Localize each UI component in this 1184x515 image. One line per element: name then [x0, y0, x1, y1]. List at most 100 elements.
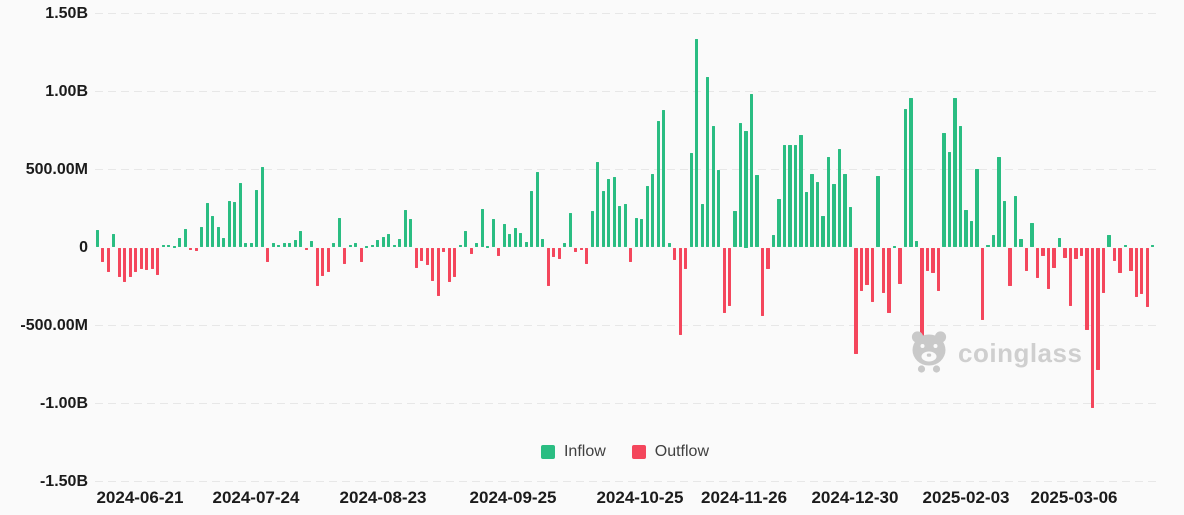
bar-inflow[interactable] [238, 182, 242, 248]
bar-inflow[interactable] [843, 174, 847, 248]
bar-outflow[interactable] [343, 247, 347, 264]
bar-inflow[interactable] [216, 227, 220, 248]
bar-outflow[interactable] [1074, 247, 1078, 259]
bar-inflow[interactable] [651, 174, 655, 248]
bar-inflow[interactable] [662, 110, 666, 248]
bar-outflow[interactable] [321, 247, 325, 276]
bar-outflow[interactable] [128, 247, 132, 278]
bar-inflow[interactable] [590, 210, 594, 248]
bar-inflow[interactable] [519, 233, 523, 248]
bar-outflow[interactable] [1008, 247, 1012, 287]
bar-inflow[interactable] [832, 184, 836, 248]
bar-outflow[interactable] [1024, 247, 1029, 271]
bar-outflow[interactable] [865, 247, 869, 285]
bar-inflow[interactable] [700, 204, 704, 248]
bar-outflow[interactable] [1035, 247, 1040, 278]
bar-inflow[interactable] [535, 171, 539, 248]
bar-inflow[interactable] [293, 240, 297, 248]
bar-inflow[interactable] [903, 108, 908, 248]
bar-outflow[interactable] [1096, 247, 1100, 371]
bar-outflow[interactable] [684, 247, 688, 269]
bar-outflow[interactable] [1129, 247, 1133, 271]
bar-inflow[interactable] [744, 130, 748, 248]
bar-inflow[interactable] [530, 190, 534, 248]
bar-outflow[interactable] [134, 247, 138, 273]
bar-outflow[interactable] [1118, 247, 1122, 273]
bar-inflow[interactable] [255, 189, 259, 248]
bar-inflow[interactable] [909, 97, 913, 248]
bar-inflow[interactable] [112, 234, 116, 248]
bar-outflow[interactable] [760, 247, 765, 317]
bar-inflow[interactable] [810, 174, 814, 248]
bar-outflow[interactable] [156, 247, 160, 276]
bar-inflow[interactable] [1107, 235, 1111, 248]
bar-inflow[interactable] [288, 242, 292, 248]
bar-outflow[interactable] [101, 247, 105, 263]
bar-inflow[interactable] [793, 144, 798, 248]
bar-inflow[interactable] [738, 123, 743, 248]
bar-inflow[interactable] [392, 245, 396, 248]
bar-inflow[interactable] [706, 76, 710, 248]
legend-item-inflow[interactable]: Inflow [540, 443, 606, 461]
bar-inflow[interactable] [876, 176, 880, 248]
bar-inflow[interactable] [282, 242, 286, 248]
bar-outflow[interactable] [425, 247, 429, 265]
bar-inflow[interactable] [799, 134, 803, 248]
bar-inflow[interactable] [563, 242, 567, 248]
bar-outflow[interactable] [139, 247, 143, 270]
bar-outflow[interactable] [859, 247, 864, 291]
bar-inflow[interactable] [348, 245, 352, 248]
bar-outflow[interactable] [673, 247, 677, 260]
bar-inflow[interactable] [618, 206, 622, 248]
bar-inflow[interactable] [826, 157, 831, 248]
bar-inflow[interactable] [645, 185, 649, 248]
bar-outflow[interactable] [920, 247, 924, 337]
bar-inflow[interactable] [260, 167, 264, 248]
bar-outflow[interactable] [1145, 247, 1149, 308]
bar-inflow[interactable] [271, 243, 275, 248]
bar-inflow[interactable] [491, 219, 495, 248]
bar-outflow[interactable] [1079, 247, 1084, 256]
bar-inflow[interactable] [953, 97, 957, 248]
bar-outflow[interactable] [315, 247, 319, 287]
bar-outflow[interactable] [728, 247, 732, 307]
bar-outflow[interactable] [436, 247, 440, 297]
bar-inflow[interactable] [172, 245, 176, 248]
bar-outflow[interactable] [1112, 247, 1116, 261]
bar-outflow[interactable] [898, 247, 902, 284]
bar-inflow[interactable] [1057, 238, 1062, 248]
bar-outflow[interactable] [145, 247, 149, 271]
bar-inflow[interactable] [892, 245, 897, 248]
bar-inflow[interactable] [409, 219, 413, 248]
bar-inflow[interactable] [788, 144, 792, 248]
bar-outflow[interactable] [1090, 247, 1095, 409]
bar-inflow[interactable] [837, 149, 842, 248]
bar-inflow[interactable] [244, 243, 248, 248]
bar-outflow[interactable] [447, 247, 451, 282]
bar-inflow[interactable] [370, 244, 374, 248]
bar-inflow[interactable] [695, 39, 699, 248]
bar-outflow[interactable] [881, 247, 886, 293]
bar-inflow[interactable] [1030, 223, 1034, 248]
bar-inflow[interactable] [211, 216, 215, 248]
bar-inflow[interactable] [233, 201, 237, 248]
bar-inflow[interactable] [914, 241, 919, 248]
bar-inflow[interactable] [541, 239, 545, 248]
bar-inflow[interactable] [178, 238, 182, 248]
bar-inflow[interactable] [337, 218, 341, 248]
bar-outflow[interactable] [925, 247, 930, 271]
bar-outflow[interactable] [585, 247, 589, 264]
bar-inflow[interactable] [689, 153, 693, 248]
bar-outflow[interactable] [1134, 247, 1138, 298]
bar-inflow[interactable] [623, 203, 627, 248]
bar-inflow[interactable] [986, 245, 990, 248]
bar-outflow[interactable] [326, 247, 330, 272]
bar-inflow[interactable] [656, 121, 660, 248]
bar-inflow[interactable] [1123, 244, 1127, 248]
bar-inflow[interactable] [848, 207, 853, 248]
bar-inflow[interactable] [607, 178, 611, 248]
bar-inflow[interactable] [667, 242, 671, 248]
bar-inflow[interactable] [277, 244, 281, 248]
bar-outflow[interactable] [150, 247, 154, 270]
bar-inflow[interactable] [458, 245, 462, 248]
